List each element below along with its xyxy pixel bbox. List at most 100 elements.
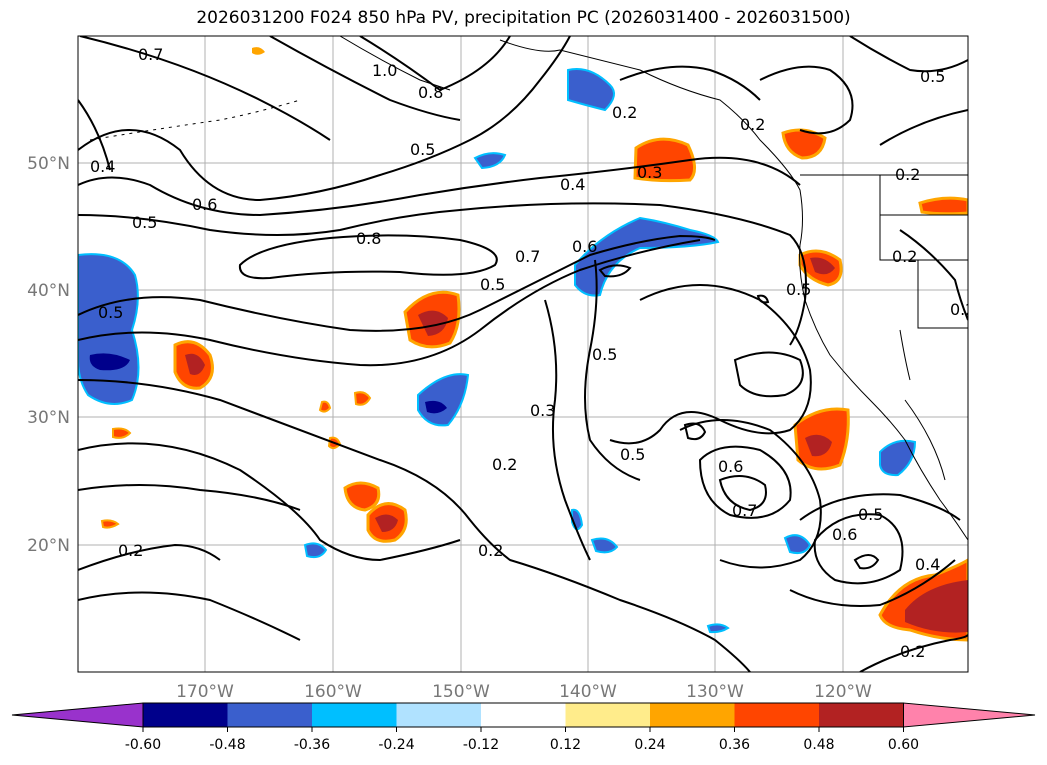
pv-contour-line xyxy=(79,36,331,141)
precip-darkblue-patch xyxy=(425,400,447,414)
lon-label-140w: 140°W xyxy=(559,682,617,702)
precip-blue-patch xyxy=(567,68,615,112)
contour-label: 0.5 xyxy=(98,303,123,322)
precip-blue-patch xyxy=(590,537,619,554)
contour-label: 0.4 xyxy=(915,555,940,574)
colorbar-tick-label: 0.60 xyxy=(888,737,919,753)
contour-label: 0.5 xyxy=(592,345,617,364)
pv-contour-line xyxy=(679,419,822,569)
pv-contour-line xyxy=(619,65,761,101)
precip-blue-patch xyxy=(706,623,730,634)
pv-contour-line xyxy=(359,36,511,92)
precip-blue-patch xyxy=(473,152,507,170)
contour-label: 0.5 xyxy=(620,445,645,464)
contour-label: 0.6 xyxy=(832,525,857,544)
precip-darkred-patch xyxy=(805,434,832,457)
precip-small-patch xyxy=(112,427,132,439)
lon-label-150w: 150°W xyxy=(432,682,490,702)
map-title: 2026031200 F024 850 hPa PV, precipitatio… xyxy=(196,8,851,28)
contour-label: 0.2 xyxy=(895,165,920,184)
contour-label: 0.8 xyxy=(418,83,443,102)
colorbar-segment xyxy=(565,703,650,727)
precip-red-patch xyxy=(918,196,968,216)
precip-darkred-patch xyxy=(375,514,398,532)
contour-label: 0.6 xyxy=(572,237,597,256)
precip-darkred-patch xyxy=(418,310,448,336)
colorbar-tick-label: -0.12 xyxy=(463,737,499,753)
lon-label-160w: 160°W xyxy=(304,682,362,702)
precip-blue-patch xyxy=(574,216,720,297)
pv-contour-line xyxy=(683,422,707,441)
contour-label: 1.0 xyxy=(372,61,397,80)
contour-label: 0.7 xyxy=(515,247,540,266)
colorbar-outline xyxy=(142,702,904,728)
colorbar-segment xyxy=(312,703,397,727)
colorbar-tick-label: -0.60 xyxy=(125,737,161,753)
contour-label: 0.3 xyxy=(637,163,662,182)
lon-label-170w: 170°W xyxy=(176,682,234,702)
pv-contour-line xyxy=(789,559,956,607)
precip-small-patch xyxy=(318,400,332,413)
contour-label: 0.2 xyxy=(892,247,917,266)
precip-blue-patch xyxy=(879,439,917,477)
pv-contour-line xyxy=(78,36,571,202)
contour-label: 0.7 xyxy=(138,45,163,64)
colorbar: -0.60 -0.48 -0.36 -0.24 -0.12 0.12 0.24 0.36 0.4… xyxy=(11,702,1036,753)
colorbar-tick-label: -0.48 xyxy=(209,737,245,753)
contour-label: 0.2 xyxy=(612,103,637,122)
colorbar-segment xyxy=(819,703,904,727)
lat-label-50n: 50°N xyxy=(27,154,70,174)
colorbar-extend-low xyxy=(11,702,144,728)
contour-label: 0.6 xyxy=(192,195,217,214)
precip-darkred-patch xyxy=(905,580,968,633)
colorbar-extend-high xyxy=(903,702,1036,728)
colorbar-segment xyxy=(143,703,228,727)
lat-label-30n: 30°N xyxy=(27,408,70,428)
pv-contour-line xyxy=(78,591,301,641)
pv-contour-line xyxy=(853,554,880,570)
pv-contour-line xyxy=(269,36,461,121)
contour-label: 0.2 xyxy=(900,642,925,661)
pv-contour-line xyxy=(859,634,968,672)
precip-red-patch xyxy=(781,128,827,160)
contour-labels: 0.7 0.8 0.4 0.5 0.6 0.8 0.7 0.5 0.6 0.5 … xyxy=(90,45,968,661)
precip-small-patch xyxy=(252,47,265,55)
colorbar-segment xyxy=(481,703,566,727)
contour-label: 0.5 xyxy=(410,140,435,159)
precip-blue-patch xyxy=(303,542,328,559)
contour-label: 0.6 xyxy=(718,457,743,476)
pv-contour-line xyxy=(78,202,807,346)
coastline-baja xyxy=(904,399,946,481)
pv-contour-line xyxy=(718,475,767,512)
contour-label: 0.5 xyxy=(132,213,157,232)
pv-contour-line xyxy=(544,299,591,561)
contour-label: 0.5 xyxy=(786,280,811,299)
pv-contour-line xyxy=(78,379,751,672)
colorbar-segment xyxy=(396,703,481,727)
contour-label: 0.5 xyxy=(480,275,505,294)
map-frame xyxy=(77,35,969,673)
contour-label: 0.4 xyxy=(560,175,585,194)
contour-label: 0.2 xyxy=(118,541,143,560)
lon-label-120w: 120°W xyxy=(814,682,872,702)
contour-label: 0.7 xyxy=(732,501,757,520)
precip-small-patch xyxy=(100,519,120,529)
colorbar-tick-label: 0.24 xyxy=(634,737,665,753)
colorbar-tick-label: 0.12 xyxy=(550,737,581,753)
colorbar-tick-label: 0.48 xyxy=(803,737,834,753)
pv-contour-line xyxy=(733,351,804,398)
border-states xyxy=(879,175,968,381)
pv-contours xyxy=(78,36,968,672)
contour-label: 0.3 xyxy=(530,401,555,420)
contour-label: 0.5 xyxy=(920,67,945,86)
pv-contour-line xyxy=(238,234,498,280)
coastline-alaska xyxy=(339,36,968,541)
colorbar-segment xyxy=(650,703,735,727)
pv-contour-line xyxy=(78,234,716,332)
lat-label-20n: 20°N xyxy=(27,536,70,556)
precip-red-patch xyxy=(343,481,381,512)
contour-label: 0.2 xyxy=(740,115,765,134)
precip-darkred-patch xyxy=(185,353,205,375)
precip-darkred-patch xyxy=(810,257,835,275)
